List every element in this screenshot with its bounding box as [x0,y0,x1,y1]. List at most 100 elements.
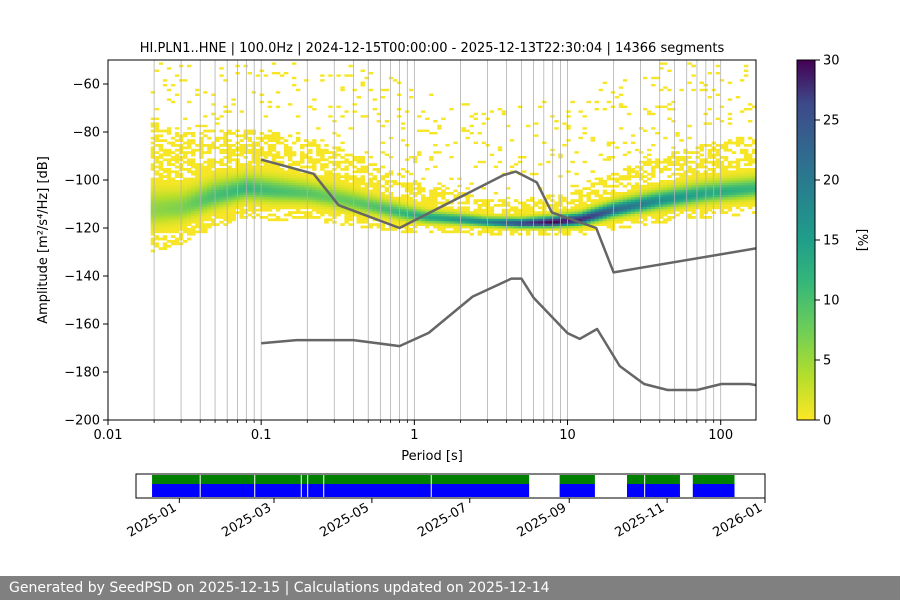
density-cell [247,213,252,217]
density-cell [174,196,180,200]
density-cell [723,170,729,174]
density-cell [231,201,236,205]
density-cell [304,172,309,176]
density-cell [372,184,378,188]
density-cell [739,175,745,178]
density-cell [433,204,438,207]
density-cell [473,213,478,217]
density-cell [199,225,204,229]
density-cell [578,199,583,202]
density-cell [675,194,680,198]
density-cell [150,91,156,94]
density-cell [683,189,688,193]
density-cell [227,170,232,174]
density-cell [659,182,664,186]
density-cell [267,136,273,140]
density-cell [227,218,232,222]
density-cell [731,177,737,181]
density-cell [719,184,725,188]
density-cell [368,201,374,205]
density-cell [239,208,244,212]
density-cell [247,165,252,169]
density-cell [199,172,204,176]
density-cell [154,208,160,212]
density-cell [215,213,220,217]
density-cell [195,124,200,128]
density-cell [433,144,438,147]
density-cell [203,134,208,138]
density-cell [429,204,434,207]
density-cell [203,160,208,164]
density-cell [356,156,361,159]
density-cell [465,187,470,190]
density-cell [255,177,261,181]
density-cell [408,199,414,202]
density-cell [211,199,216,202]
density-cell [207,199,212,202]
density-cell [199,141,204,145]
density-cell [340,180,345,183]
density-cell [655,194,660,198]
density-cell [538,206,543,210]
density-cell [207,177,212,181]
density-cell [340,182,345,186]
density-cell [643,170,648,174]
density-cell [751,194,756,198]
density-cell [344,177,349,181]
density-cell [154,223,160,226]
density-cell [630,196,636,200]
density-cell [513,223,519,226]
density-cell [195,177,200,181]
density-cell [324,201,329,205]
density-cell [582,225,587,229]
density-cell [400,127,406,130]
density-cell [291,62,297,65]
density-cell [304,216,309,219]
density-cell [259,170,265,174]
density-cell [231,199,236,202]
density-cell [453,211,458,214]
density-cell [360,192,365,195]
density-cell [679,184,684,188]
density-cell [566,220,571,224]
density-cell [586,192,591,195]
density-cell [364,192,370,195]
density-cell [683,170,688,174]
density-cell [626,194,632,198]
density-cell [651,189,656,193]
density-cell [715,93,721,96]
density-cell [271,196,277,200]
density-cell [243,156,248,159]
density-cell [626,206,632,210]
density-cell [659,168,664,171]
density-cell [320,211,325,214]
density-cell [211,180,216,183]
density-cell [255,175,261,178]
density-cell [566,208,571,212]
density-cell [731,172,737,176]
density-cell [574,216,579,219]
density-cell [287,213,293,217]
density-cell [243,187,248,190]
density-cell [606,199,612,202]
density-cell [469,213,474,217]
density-cell [154,187,160,190]
density-cell [630,220,636,224]
density-cell [380,192,386,195]
density-cell [481,230,487,234]
density-cell [219,182,224,186]
density-cell [283,151,289,154]
density-cell [203,172,208,176]
density-cell [283,199,289,202]
density-cell [352,189,357,193]
density-cell [638,220,644,224]
density-cell [638,175,644,178]
density-cell [243,208,248,212]
density-cell [275,175,281,178]
density-cell [324,170,329,174]
density-cell [634,192,640,195]
density-cell [166,172,172,176]
density-cell [304,180,309,183]
density-cell [461,218,466,222]
density-cell [715,204,721,207]
